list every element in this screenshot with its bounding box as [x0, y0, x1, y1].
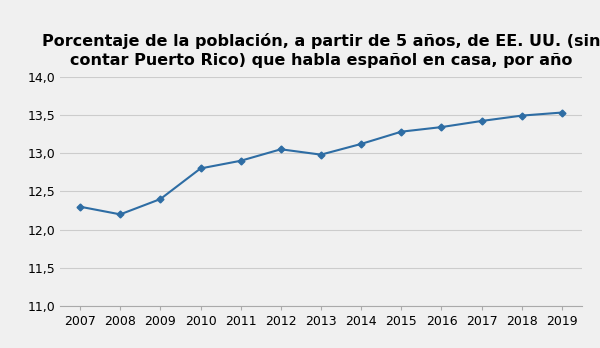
Title: Porcentaje de la población, a partir de 5 años, de EE. UU. (sin
contar Puerto Ri: Porcentaje de la población, a partir de … — [42, 33, 600, 69]
